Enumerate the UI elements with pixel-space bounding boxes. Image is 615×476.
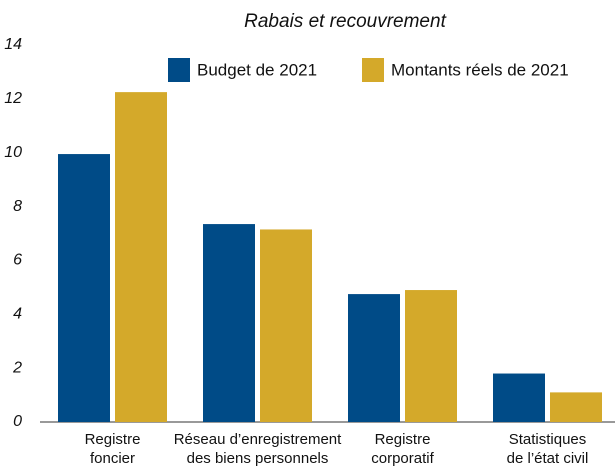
bar [348, 294, 400, 422]
bar [550, 392, 602, 422]
legend-swatch [168, 58, 190, 82]
x-tick-label: corporatif [371, 450, 434, 467]
x-tick-label: Registre [85, 431, 141, 448]
y-tick-label: 12 [4, 90, 22, 107]
x-tick-label: Statistiques [509, 431, 587, 448]
x-tick-label: de l’état civil [507, 450, 589, 467]
chart-title: Rabais et recouvrement [244, 11, 446, 32]
legend-label: Montants réels de 2021 [391, 60, 569, 79]
y-tick-label: 4 [13, 306, 22, 323]
x-tick-label: Registre [375, 431, 431, 448]
legend-label: Budget de 2021 [197, 60, 317, 79]
x-tick-label: des biens personnels [187, 450, 329, 467]
y-tick-label: 6 [13, 252, 22, 269]
bar [203, 224, 255, 422]
x-tick-label: foncier [90, 450, 135, 467]
y-tick-label: 0 [13, 413, 22, 430]
x-tick-label: Réseau d’enregistrement [174, 431, 342, 448]
y-tick-label: 10 [4, 144, 22, 161]
bar [58, 154, 110, 422]
bar [405, 290, 457, 422]
bar [493, 373, 545, 422]
legend-swatch [362, 58, 384, 82]
y-tick-label: 2 [12, 359, 22, 376]
bar [260, 229, 312, 422]
y-tick-label: 8 [13, 198, 22, 215]
y-tick-label: 14 [4, 36, 22, 53]
bar [115, 92, 167, 422]
